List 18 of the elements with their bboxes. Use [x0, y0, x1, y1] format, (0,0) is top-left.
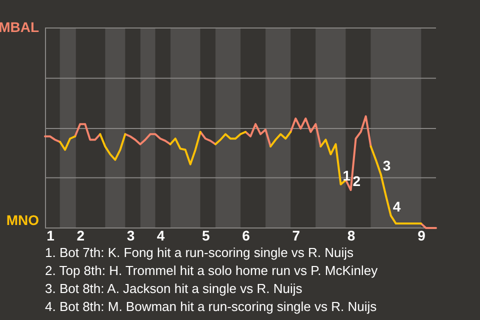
annotation: 1 [342, 167, 351, 184]
annotation: 2 [352, 173, 361, 190]
x-tick-label: 6 [242, 228, 250, 244]
x-tick-label: 7 [292, 228, 300, 244]
x-tick-label: 9 [418, 228, 426, 244]
x-tick-label: 5 [202, 228, 210, 244]
x-tick-label: 1 [46, 228, 55, 244]
text: 3. Bot 8th: A. Jackson hit a single vs R. Nuijs [45, 280, 304, 298]
x-tick-label: 4 [156, 228, 165, 244]
x-tick-label: 8 [347, 228, 356, 244]
x-tick-label: 2 [76, 228, 85, 244]
x-tick-label: 3 [126, 228, 135, 244]
annotation: 4 [392, 198, 401, 215]
text: 4. Bot 8th: M. Bowman hit a run-scoring single vs R. Nuijs [45, 298, 378, 316]
annotation: 3 [382, 157, 391, 174]
text: 1. Bot 7th: K. Fong hit a run-scoring single vs R. Nuijs [45, 244, 355, 262]
ref-line-label: MNO [6, 212, 40, 228]
text: 2. Top 8th: H. Trommel hit a solo home run vs P. McKinley [45, 262, 378, 280]
